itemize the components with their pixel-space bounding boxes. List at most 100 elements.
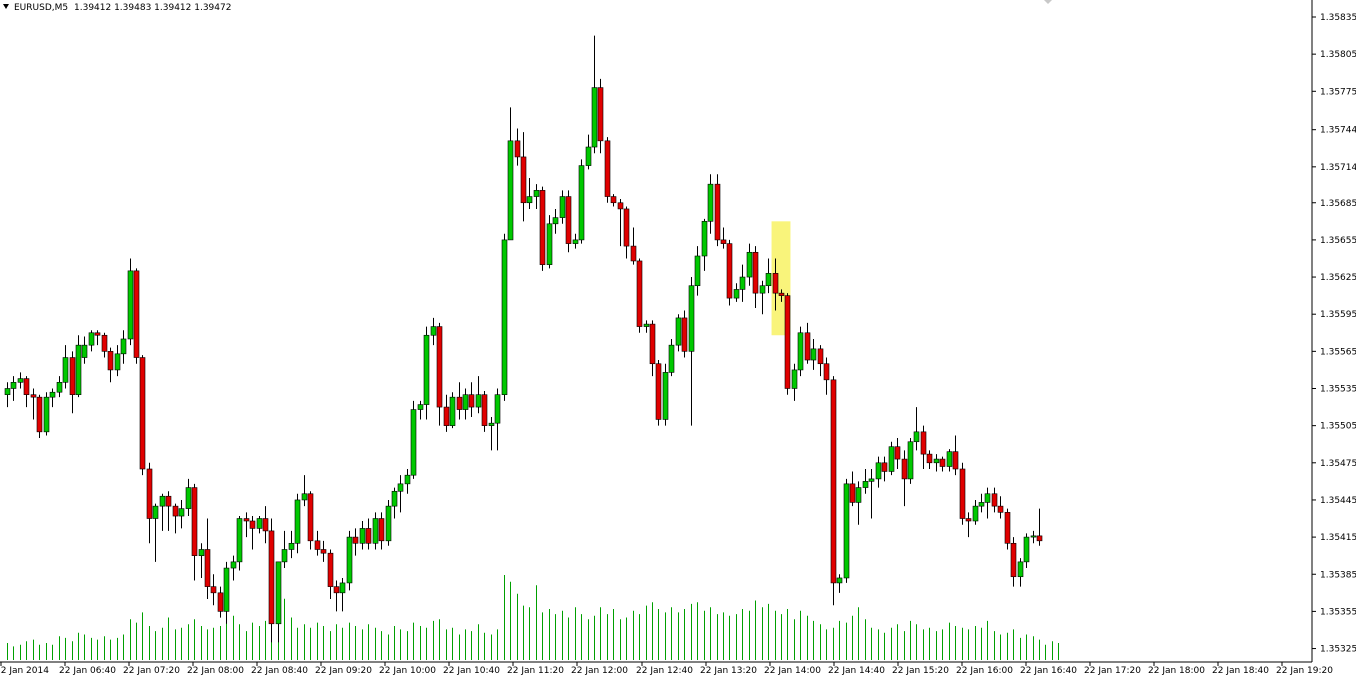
- time-tick-label: 22 Jan 19:20: [1276, 666, 1333, 676]
- candle-body: [591, 87, 598, 148]
- price-tick-label: 1.35565: [1320, 347, 1356, 357]
- candle-body: [288, 542, 295, 550]
- candle: [784, 293, 791, 395]
- candle-body: [533, 190, 540, 197]
- candle-body: [4, 388, 11, 395]
- candle: [198, 543, 205, 578]
- chart-shift-marker-icon[interactable]: [1044, 0, 1052, 4]
- candle: [901, 450, 908, 507]
- candle-body: [198, 549, 205, 556]
- candle: [746, 243, 753, 286]
- candle-body: [346, 536, 353, 584]
- price-tick-label: 1.35385: [1320, 570, 1356, 580]
- candle-body: [243, 518, 250, 522]
- candle: [946, 449, 953, 472]
- candle-body: [797, 332, 804, 371]
- candle: [152, 503, 159, 562]
- candle: [236, 516, 243, 571]
- candle-body: [881, 462, 888, 472]
- candle-body: [114, 353, 121, 371]
- candle-body: [468, 394, 475, 408]
- candle: [352, 528, 359, 556]
- candle: [920, 425, 927, 469]
- price-tick-label: 1.35625: [1320, 273, 1356, 283]
- candle-body: [146, 468, 153, 519]
- candle-body: [681, 317, 688, 352]
- candle: [314, 530, 321, 556]
- candle-body: [62, 357, 69, 383]
- candle-body: [494, 394, 501, 424]
- volume-layer: [7, 575, 1059, 660]
- candle-body: [830, 379, 837, 584]
- candle: [726, 239, 733, 306]
- candle: [565, 190, 572, 253]
- candle: [688, 277, 695, 426]
- candle-body: [327, 552, 334, 587]
- candle-body: [436, 326, 443, 408]
- candle-body: [307, 493, 314, 542]
- candle: [165, 491, 172, 531]
- candle-body: [823, 363, 830, 381]
- time-tick-label: 22 Jan 17:20: [1084, 666, 1141, 676]
- candle: [127, 258, 134, 346]
- candle-body: [359, 528, 366, 544]
- candle-body: [791, 369, 798, 389]
- candle-body: [810, 348, 817, 361]
- candle: [436, 322, 443, 426]
- candle: [733, 283, 740, 302]
- time-tick-label: 22 Jan 07:20: [123, 666, 180, 676]
- candle-body: [707, 183, 714, 222]
- candle: [926, 450, 933, 469]
- candle-body: [759, 285, 766, 294]
- candle: [752, 246, 759, 309]
- candle-body: [1030, 535, 1037, 538]
- candle-body: [462, 394, 469, 410]
- candle-body: [172, 505, 179, 517]
- candle: [139, 355, 146, 476]
- candle: [56, 376, 63, 398]
- time-tick-label: 22 Jan 13:20: [700, 666, 757, 676]
- candle-body: [539, 190, 546, 265]
- candle: [404, 468, 411, 494]
- candle: [288, 530, 295, 559]
- candle: [520, 132, 527, 222]
- candle: [804, 322, 811, 364]
- candle: [501, 233, 508, 401]
- candle-body: [88, 332, 95, 346]
- candle: [43, 392, 50, 436]
- candle: [69, 351, 76, 414]
- candle: [662, 363, 669, 426]
- candle-body: [159, 495, 166, 507]
- candle: [585, 134, 592, 170]
- price-tick-label: 1.35744: [1320, 126, 1356, 136]
- candle: [507, 107, 514, 241]
- candle: [868, 468, 875, 519]
- candle-body: [649, 323, 656, 365]
- time-tick-label: 22 Jan 08:00: [187, 666, 244, 676]
- candle-body: [410, 409, 417, 476]
- candle-body: [623, 208, 630, 247]
- chevron-down-icon[interactable]: [3, 4, 9, 9]
- candle: [972, 499, 979, 525]
- candle-body: [314, 540, 321, 550]
- candle-body: [552, 217, 559, 225]
- candle: [210, 574, 217, 606]
- candle: [81, 336, 88, 364]
- candle-body: [655, 363, 662, 420]
- candle-body: [1010, 542, 1017, 578]
- candle: [675, 314, 682, 352]
- candle: [797, 326, 804, 377]
- candle: [494, 388, 501, 451]
- candle: [1023, 533, 1030, 569]
- candle: [456, 382, 463, 420]
- candle-body: [714, 183, 721, 241]
- candle-body: [604, 140, 611, 197]
- candle: [204, 518, 211, 600]
- candle-body: [843, 483, 850, 579]
- symbol-label: EURUSD,M5: [14, 3, 68, 13]
- time-tick-label: 22 Jan 12:00: [571, 666, 628, 676]
- candle: [997, 496, 1004, 519]
- candle-body: [778, 292, 785, 296]
